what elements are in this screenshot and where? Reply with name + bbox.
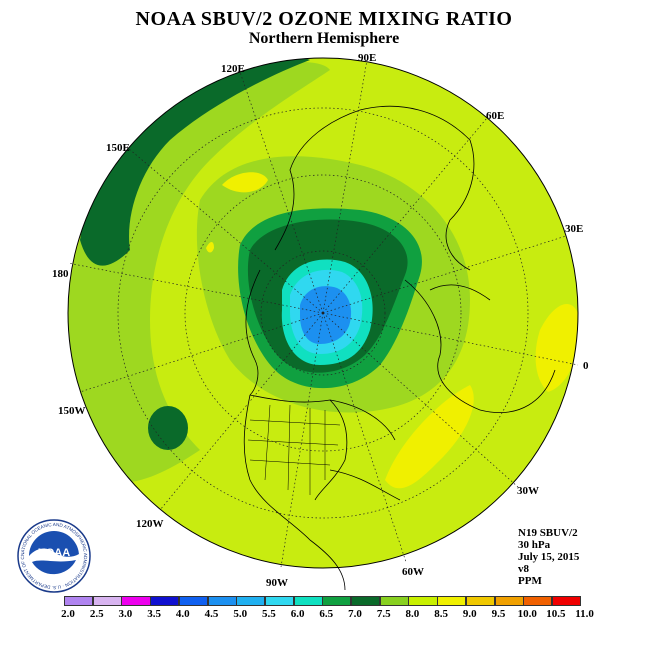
color-swatch-4 bbox=[178, 596, 208, 606]
colorbar-tick-label: 2.5 bbox=[89, 608, 104, 620]
color-swatch-9 bbox=[322, 596, 352, 606]
colorbar-tick-label: 11.0 bbox=[575, 608, 594, 620]
color-swatch-2 bbox=[121, 596, 151, 606]
date-label: July 15, 2015 bbox=[518, 551, 580, 563]
color-swatch-6 bbox=[236, 596, 266, 606]
lon-label-90w: 90W bbox=[266, 577, 288, 589]
lon-label-180: 180 bbox=[52, 268, 69, 280]
lon-label-30w: 30W bbox=[517, 485, 539, 497]
color-swatch-12 bbox=[408, 596, 438, 606]
lon-label-0: 0 bbox=[583, 360, 589, 372]
lon-label-90e: 90E bbox=[358, 52, 377, 64]
color-swatch-17 bbox=[551, 596, 582, 606]
colorbar-tick-label: 9.0 bbox=[462, 608, 477, 620]
coastlines bbox=[243, 105, 556, 591]
colorbar-tick-label: 5.5 bbox=[262, 608, 276, 620]
version-label: v8 bbox=[518, 563, 529, 575]
color-swatch-7 bbox=[264, 596, 295, 606]
color-swatch-8 bbox=[293, 596, 323, 606]
color-swatch-14 bbox=[465, 596, 495, 606]
color-swatch-0 bbox=[64, 596, 94, 606]
logo-text: NOAA bbox=[38, 547, 70, 559]
lon-label-30e: 30E bbox=[565, 223, 584, 235]
colorbar-tick-label: 3.5 bbox=[147, 608, 161, 620]
colorbar-tick-label: 9.5 bbox=[491, 608, 506, 620]
colorbar-tick-label: 4.0 bbox=[175, 608, 190, 620]
lon-label-150w: 150W bbox=[58, 405, 86, 417]
colorbar-tick-label: 10.0 bbox=[517, 608, 537, 620]
colorbar-tick-label: 4.5 bbox=[204, 608, 219, 620]
color-swatch-3 bbox=[150, 596, 180, 606]
dataset-info: N19 SBUV/2 30 hPa July 15, 2015 v8 PPM bbox=[518, 527, 579, 587]
colorbar-tick-label: 5.0 bbox=[233, 608, 248, 620]
lon-label-60e: 60E bbox=[486, 110, 505, 122]
colorbar-tick-label: 8.5 bbox=[434, 608, 448, 620]
color-swatch-1 bbox=[92, 596, 122, 606]
lon-label-150e: 150E bbox=[106, 142, 130, 154]
lon-label-120e: 120E bbox=[221, 63, 245, 75]
colorbar-tick-label: 10.5 bbox=[546, 608, 566, 620]
units-label: PPM bbox=[518, 575, 542, 587]
color-swatch-5 bbox=[207, 596, 237, 606]
colorbar-tick-label: 2.0 bbox=[61, 608, 75, 620]
pressure-level-label: 30 hPa bbox=[518, 539, 551, 551]
map-border bbox=[67, 57, 579, 569]
colorbar-tick-label: 7.5 bbox=[376, 608, 391, 620]
lon-label-60w: 60W bbox=[402, 566, 424, 578]
noaa-logo-icon: NOAA NATIONAL OCEANIC AND ATMOSPHERIC AD… bbox=[16, 518, 91, 593]
colorbar-tick-label: 8.0 bbox=[405, 608, 420, 620]
colorbar-tick-label: 7.0 bbox=[348, 608, 362, 620]
colorbar-tick-label: 6.5 bbox=[319, 608, 334, 620]
color-swatch-10 bbox=[351, 596, 381, 606]
page-title: NOAA SBUV/2 OZONE MIXING RATIO bbox=[135, 8, 513, 30]
ozone-field bbox=[68, 58, 578, 568]
page-subtitle: Northern Hemisphere bbox=[248, 30, 400, 47]
color-swatch-13 bbox=[437, 596, 467, 606]
lon-label-120w: 120W bbox=[136, 518, 164, 530]
state-borders bbox=[247, 404, 341, 495]
colorbar-tick-label: 3.0 bbox=[118, 608, 133, 620]
colorbar-tick-label: 6.0 bbox=[290, 608, 305, 620]
color-swatch-16 bbox=[523, 596, 553, 606]
graticule bbox=[67, 59, 579, 568]
instrument-label: N19 SBUV/2 bbox=[518, 527, 578, 539]
color-swatch-15 bbox=[494, 596, 524, 606]
color-swatch-11 bbox=[379, 596, 409, 606]
